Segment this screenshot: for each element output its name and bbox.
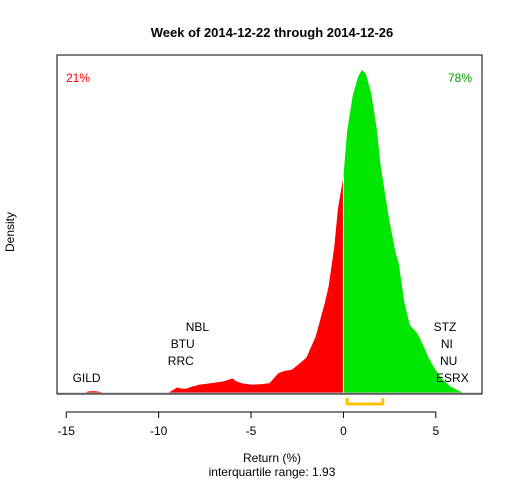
plot-frame	[56, 54, 483, 395]
ticker-label-esrx: ESRX	[436, 371, 469, 385]
y-axis-label: Density	[3, 212, 17, 252]
chart-title: Week of 2014-12-22 through 2014-12-26	[151, 25, 394, 40]
x-tick-label: 5	[432, 424, 439, 438]
ticker-label-ni: NI	[441, 337, 453, 351]
x-axis-ticks: -15 -10 -5 0 5	[58, 412, 439, 438]
plot-area: GILD RRC BTU NBL ESRX NU NI STZ	[56, 54, 483, 406]
x-tick-label: -15	[58, 424, 76, 438]
x-tick-label: -10	[150, 424, 168, 438]
negative-density-area	[84, 176, 344, 393]
ticker-label-stz: STZ	[434, 320, 457, 334]
x-tick-label: -5	[246, 424, 257, 438]
ticker-label-rrc: RRC	[168, 354, 194, 368]
positive-share-label: 78%	[448, 71, 472, 85]
positive-density-area	[343, 70, 464, 393]
ticker-label-gild: GILD	[73, 371, 101, 385]
ticker-label-nbl: NBL	[186, 320, 210, 334]
ticker-label-nu: NU	[440, 354, 457, 368]
x-axis-label: Return (%)	[243, 451, 301, 465]
negative-share-label: 21%	[66, 71, 90, 85]
x-tick-label: 0	[340, 424, 347, 438]
iqr-bracket	[345, 398, 385, 406]
ticker-label-btu: BTU	[171, 337, 195, 351]
iqr-subtitle: interquartile range: 1.93	[209, 465, 336, 479]
